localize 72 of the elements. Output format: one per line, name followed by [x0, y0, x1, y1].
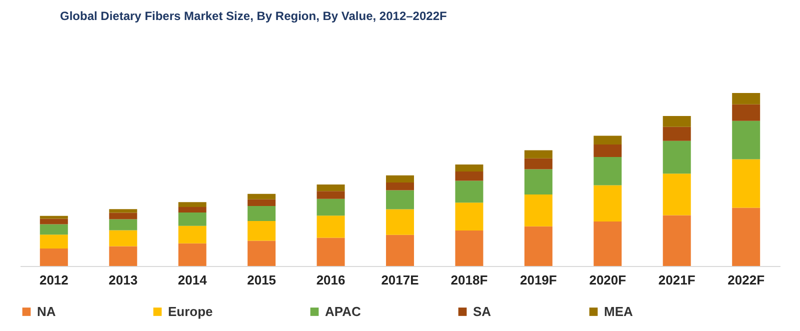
legend-label: SA [473, 304, 492, 319]
bar [386, 175, 414, 182]
bar [178, 243, 206, 266]
bar [662, 140, 691, 174]
bar [316, 191, 345, 199]
bar [594, 136, 622, 145]
bar [248, 206, 276, 222]
bar [524, 226, 552, 266]
bar [455, 164, 484, 172]
bar [178, 226, 206, 244]
bar [109, 212, 138, 220]
chart-title: Global Dietary Fibers Market Size, By Region, By Value, 2012–2022F [60, 9, 447, 23]
bar [732, 93, 760, 104]
bar [386, 182, 414, 190]
bar [40, 216, 68, 219]
bar [594, 157, 622, 186]
x-tick-label: 2022F [728, 272, 765, 288]
x-tick-label: 2016 [316, 272, 346, 288]
bar [40, 248, 68, 266]
bar [524, 158, 552, 170]
bar [178, 212, 206, 226]
bar [248, 221, 276, 241]
legend-label: APAC [325, 304, 362, 319]
x-tick-label: 2015 [247, 272, 276, 288]
bar [524, 194, 552, 226]
bar [455, 172, 484, 181]
bar [524, 169, 552, 195]
bar [109, 230, 138, 246]
bar [732, 104, 760, 121]
bar [662, 215, 691, 266]
bar [248, 194, 276, 200]
bar [662, 174, 691, 216]
bar [109, 209, 138, 213]
bar [594, 185, 622, 222]
bar [316, 184, 345, 192]
bar [316, 238, 345, 266]
bar [40, 234, 68, 249]
bar [248, 199, 276, 206]
bar [732, 159, 760, 208]
x-tick-label: 2021F [658, 272, 696, 288]
bar [386, 234, 414, 266]
bar [40, 224, 68, 235]
bar [109, 246, 138, 266]
legend-label: Europe [168, 304, 213, 319]
bar [178, 207, 206, 213]
bar [732, 120, 760, 160]
bar [662, 126, 691, 141]
bar [455, 202, 484, 231]
legend-label: NA [37, 304, 56, 319]
bar [248, 240, 276, 266]
bar [455, 230, 484, 266]
bar [40, 218, 68, 224]
bar [386, 190, 414, 210]
legend-label: MEA [604, 304, 634, 319]
bar [316, 198, 345, 216]
x-tick-label: 2019F [520, 272, 557, 288]
x-tick-label: 2018F [450, 272, 488, 288]
bar [594, 222, 622, 266]
bar [386, 209, 414, 235]
bar [524, 150, 552, 158]
bar [662, 116, 691, 127]
x-tick-label: 2013 [108, 272, 138, 288]
bar [594, 144, 622, 158]
x-tick-label: 2014 [178, 272, 208, 288]
x-tick-label: 2020F [589, 272, 626, 288]
bar [109, 219, 138, 230]
x-tick-label: 2017E [381, 272, 420, 288]
bar [178, 202, 206, 208]
bar [455, 180, 484, 203]
x-tick-label: 2012 [39, 272, 68, 288]
bar [316, 216, 345, 238]
bar [732, 208, 760, 266]
